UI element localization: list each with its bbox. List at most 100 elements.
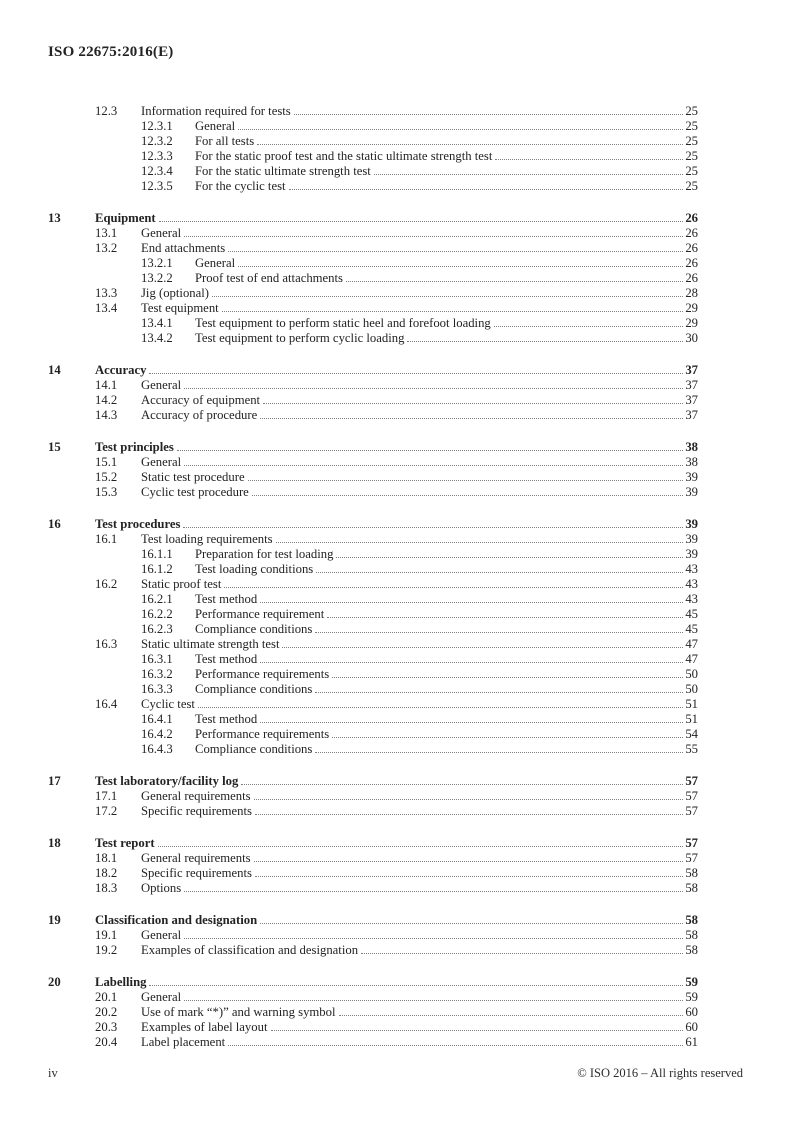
toc-entry-page: 43 bbox=[685, 592, 698, 606]
toc-entry-number: 13.4.2 bbox=[141, 331, 173, 345]
toc-leader-dots bbox=[183, 526, 683, 528]
toc-entry-page: 25 bbox=[685, 119, 698, 133]
toc-leader-dots bbox=[158, 220, 683, 222]
toc-leader-dots bbox=[332, 676, 683, 678]
toc-entry: 16.4.2 Performance requirements 54 bbox=[48, 727, 698, 742]
toc-entry: 19.1 General 58 bbox=[48, 928, 698, 943]
toc-entry: 19 Classification and designation 58 bbox=[48, 913, 698, 928]
toc-entry-page: 58 bbox=[685, 928, 698, 942]
toc-entry-title: Specific requirements bbox=[141, 866, 252, 880]
toc-entry-page: 47 bbox=[685, 652, 698, 666]
toc-leader-dots bbox=[197, 706, 683, 708]
toc-leader-dots bbox=[260, 922, 683, 924]
toc-entry-title: Cyclic test procedure bbox=[141, 485, 249, 499]
toc-entry-title: Test procedures bbox=[95, 517, 181, 531]
toc-leader-dots bbox=[254, 875, 683, 877]
toc-leader-dots bbox=[260, 661, 683, 663]
toc-entry-number: 20.3 bbox=[95, 1020, 118, 1034]
toc-entry-page: 39 bbox=[685, 532, 698, 546]
toc-leader-dots bbox=[293, 113, 683, 115]
toc-entry-page: 26 bbox=[685, 211, 698, 225]
toc-leader-dots bbox=[315, 631, 683, 633]
toc-entry-page: 26 bbox=[685, 271, 698, 285]
toc-entry: 16.2.2 Performance requirement 45 bbox=[48, 607, 698, 622]
toc-entry-title: Specific requirements bbox=[141, 804, 252, 818]
toc-leader-dots bbox=[184, 464, 683, 466]
toc-entry: 12.3.2 For all tests 25 bbox=[48, 134, 698, 149]
toc-entry-number: 16.1 bbox=[95, 532, 118, 546]
toc-leader-dots bbox=[338, 1014, 683, 1016]
toc-entry-page: 25 bbox=[685, 179, 698, 193]
toc-leader-dots bbox=[251, 494, 683, 496]
toc-entry-number: 15 bbox=[48, 440, 61, 454]
toc-entry-page: 25 bbox=[685, 104, 698, 118]
toc-entry: 16.3.3 Compliance conditions 50 bbox=[48, 682, 698, 697]
toc-entry-page: 60 bbox=[685, 1020, 698, 1034]
toc-entry-page: 43 bbox=[685, 562, 698, 576]
toc-entry-title: Label placement bbox=[141, 1035, 226, 1049]
toc-entry-title: General bbox=[195, 256, 236, 270]
toc-entry: 18.3 Options 58 bbox=[48, 881, 698, 896]
toc-entry-title: Accuracy bbox=[95, 363, 147, 377]
toc-entry-number: 14.3 bbox=[95, 408, 118, 422]
toc-leader-dots bbox=[270, 1029, 683, 1031]
toc-entry-page: 38 bbox=[685, 455, 698, 469]
toc-leader-dots bbox=[315, 691, 683, 693]
toc-leader-dots bbox=[253, 798, 683, 800]
toc-entry-page: 57 bbox=[685, 836, 698, 850]
toc-entry: 15 Test principles 38 bbox=[48, 440, 698, 455]
toc-leader-dots bbox=[238, 128, 683, 130]
toc-entry-number: 16.1.1 bbox=[141, 547, 173, 561]
toc-leader-dots bbox=[149, 984, 683, 986]
toc-leader-dots bbox=[228, 250, 683, 252]
toc-entry-title: Test method bbox=[195, 712, 258, 726]
toc-entry: 17.1 General requirements 57 bbox=[48, 789, 698, 804]
toc-entry-title: For the static proof test and the static… bbox=[195, 149, 493, 163]
toc-entry-page: 60 bbox=[685, 1005, 698, 1019]
toc-entry-page: 45 bbox=[685, 622, 698, 636]
toc-entry: 18 Test report 57 bbox=[48, 836, 698, 851]
document-id-header: ISO 22675:2016(E) bbox=[48, 44, 174, 60]
toc-entry-number: 18 bbox=[48, 836, 61, 850]
toc-entry-page: 50 bbox=[685, 682, 698, 696]
toc-entry-number: 16.2 bbox=[95, 577, 118, 591]
toc-entry-number: 13 bbox=[48, 211, 61, 225]
toc-entry-page: 37 bbox=[685, 363, 698, 377]
toc-leader-dots bbox=[241, 783, 683, 785]
toc-leader-dots bbox=[407, 340, 683, 342]
toc-entry-page: 58 bbox=[685, 943, 698, 957]
toc-entry: 13.3 Jig (optional) 28 bbox=[48, 286, 698, 301]
toc-entry: 16.2.3 Compliance conditions 45 bbox=[48, 622, 698, 637]
toc-entry-page: 45 bbox=[685, 607, 698, 621]
toc-entry-title: Examples of classification and designati… bbox=[141, 943, 359, 957]
page-footer: iv © ISO 2016 – All rights reserved bbox=[48, 1066, 743, 1081]
toc-entry-title: Labelling bbox=[95, 975, 147, 989]
toc-leader-dots bbox=[260, 417, 683, 419]
toc-entry-title: Options bbox=[141, 881, 182, 895]
toc-entry-page: 30 bbox=[685, 331, 698, 345]
toc-entry-page: 39 bbox=[685, 485, 698, 499]
toc-entry-number: 14.1 bbox=[95, 378, 118, 392]
toc-entry-title: Accuracy of equipment bbox=[141, 393, 261, 407]
toc: 12.3 Information required for tests 25 1… bbox=[48, 104, 698, 1050]
toc-entry-title: General bbox=[141, 226, 182, 240]
toc-entry: 13.4.1 Test equipment to perform static … bbox=[48, 316, 698, 331]
toc-entry-number: 16.2.3 bbox=[141, 622, 173, 636]
toc-entry-page: 47 bbox=[685, 637, 698, 651]
toc-entry-page: 28 bbox=[685, 286, 698, 300]
toc-entry-title: Compliance conditions bbox=[195, 622, 313, 636]
toc-entry: 17 Test laboratory/facility log 57 bbox=[48, 774, 698, 789]
toc-entry-page: 61 bbox=[685, 1035, 698, 1049]
toc-leader-dots bbox=[254, 813, 683, 815]
toc-entry: 20.2 Use of mark “*)” and warning symbol… bbox=[48, 1005, 698, 1020]
toc-entry-page: 37 bbox=[685, 393, 698, 407]
toc-entry: 16.3 Static ultimate strength test 47 bbox=[48, 637, 698, 652]
toc-entry: 16.2.1 Test method 43 bbox=[48, 592, 698, 607]
toc-entry-title: Equipment bbox=[95, 211, 156, 225]
toc-entry-title: Information required for tests bbox=[141, 104, 291, 118]
toc-entry: 13.1 General 26 bbox=[48, 226, 698, 241]
toc-entry: 16.1 Test loading requirements 39 bbox=[48, 532, 698, 547]
toc-entry-title: Static proof test bbox=[141, 577, 222, 591]
toc-entry: 12.3 Information required for tests 25 bbox=[48, 104, 698, 119]
toc-entry: 13 Equipment 26 bbox=[48, 211, 698, 226]
